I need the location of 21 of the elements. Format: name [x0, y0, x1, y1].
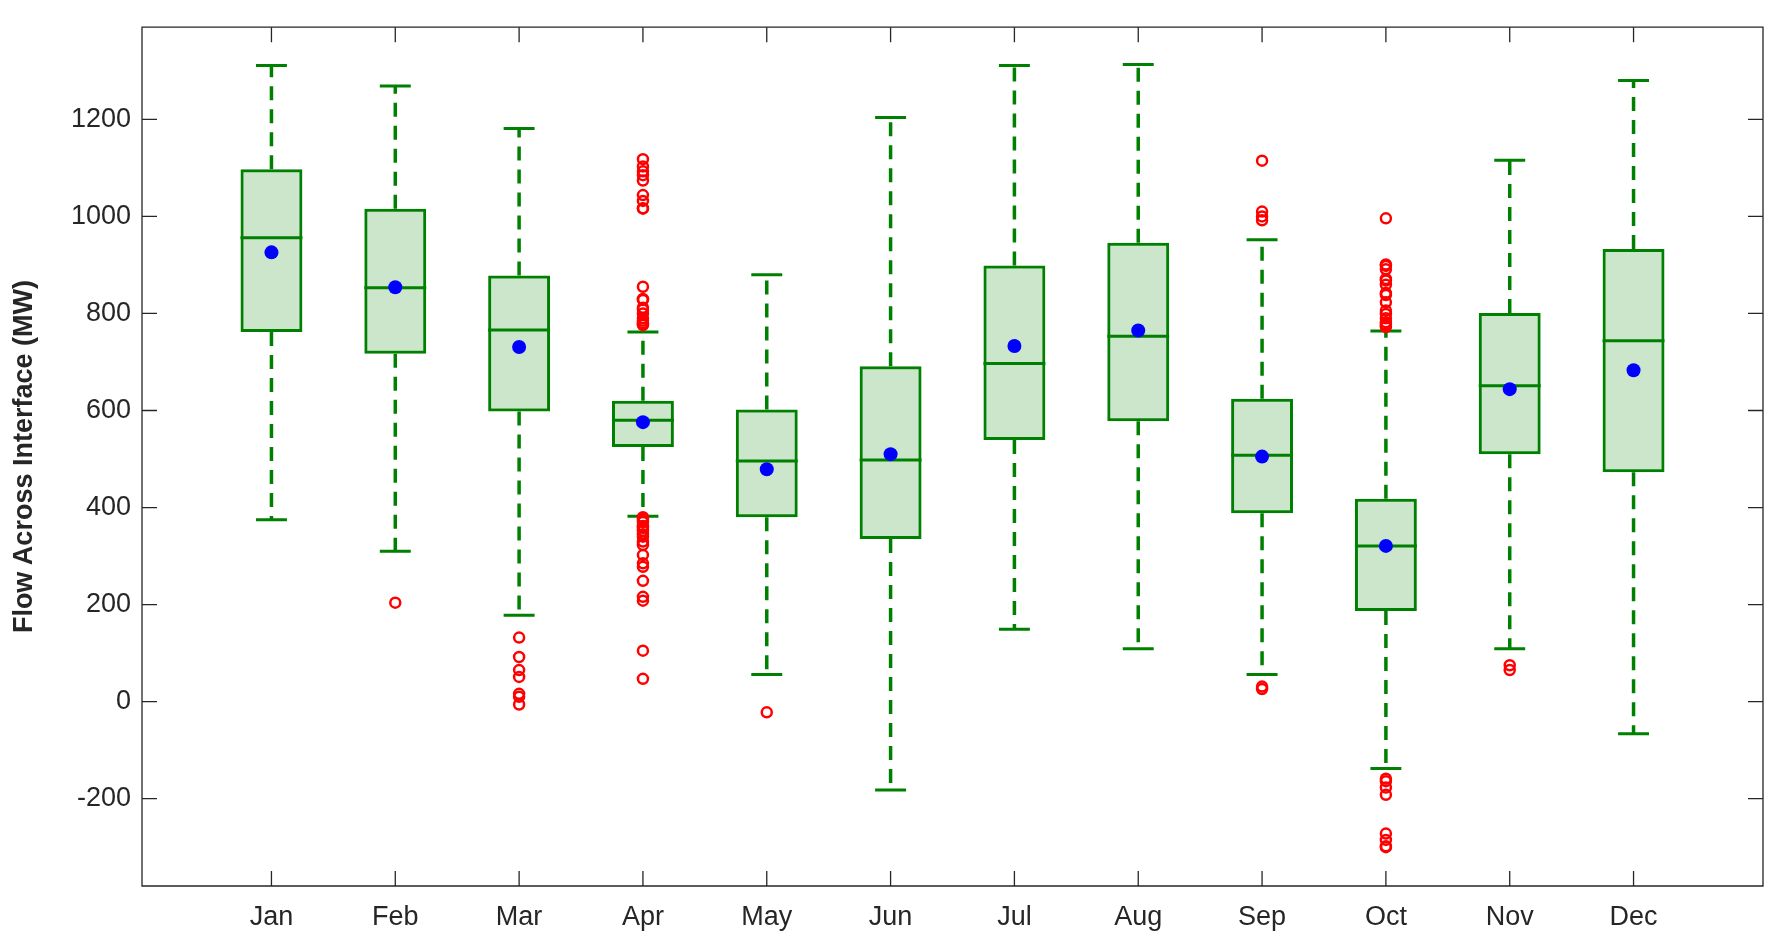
x-tick-label: Sep — [1238, 900, 1287, 931]
x-tick-label: Jul — [997, 900, 1032, 931]
x-tick-label: Aug — [1114, 900, 1163, 931]
x-tick-label: Feb — [372, 900, 419, 931]
y-tick-label: -200 — [76, 782, 131, 813]
x-tick-label: Dec — [1609, 900, 1658, 931]
x-tick-label: Jan — [249, 900, 294, 931]
x-tick-label: Apr — [621, 900, 664, 931]
x-tick-label: May — [741, 900, 793, 931]
x-tick-label: Nov — [1485, 900, 1535, 931]
x-tick-label: Mar — [495, 900, 543, 931]
y-tick-label: 800 — [85, 296, 131, 327]
x-tick-label: Oct — [1364, 900, 1408, 931]
y-tick-label: 600 — [85, 393, 131, 424]
x-tick-label: Jun — [868, 900, 913, 931]
y-tick-label: 1000 — [70, 199, 131, 230]
y-tick-label: 400 — [85, 491, 131, 521]
y-tick-label: 1200 — [70, 102, 131, 133]
y-tick-label: 200 — [85, 588, 131, 619]
y-tick-label: 0 — [115, 685, 131, 716]
y-axis-title: Flow Across Interface (MW) — [7, 280, 38, 634]
